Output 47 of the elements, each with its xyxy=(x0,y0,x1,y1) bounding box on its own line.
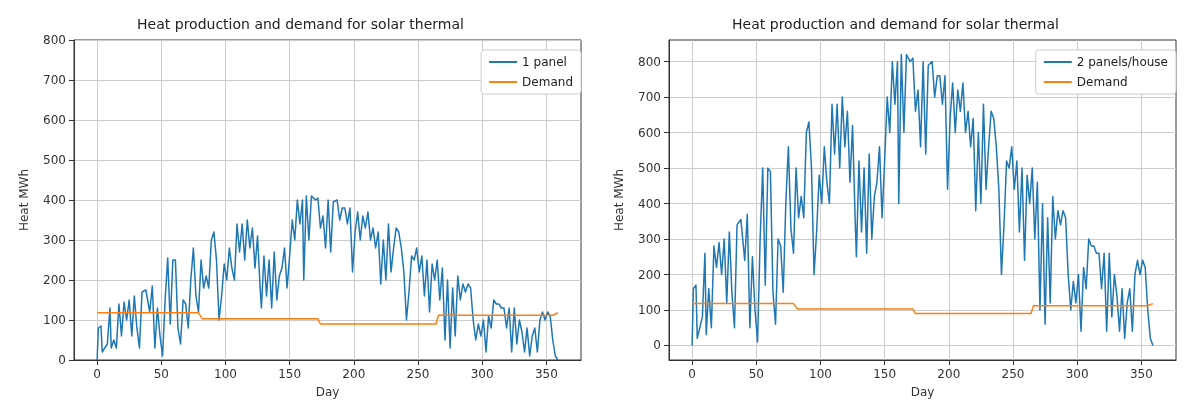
x-tick-label: 0 xyxy=(688,367,696,381)
y-tick-label: 300 xyxy=(43,233,66,247)
y-tick-label: 700 xyxy=(638,90,661,105)
y-tick-label: 700 xyxy=(43,73,66,87)
x-tick-label: 250 xyxy=(1001,367,1025,381)
x-tick-label: 150 xyxy=(278,367,302,381)
legend-label: 2 panels/house xyxy=(1076,55,1169,69)
y-tick-label: 400 xyxy=(43,193,66,207)
x-tick-label: 150 xyxy=(873,367,897,381)
chart-title: Heat production and demand for solar thermal xyxy=(732,16,1059,32)
x-tick-label: 300 xyxy=(470,367,494,381)
x-tick-label: 200 xyxy=(937,367,961,381)
x-tick-label: 50 xyxy=(748,367,764,381)
y-axis-title: Heat MWh xyxy=(17,168,31,232)
line-series xyxy=(96,195,559,361)
chart-title: Heat production and demand for solar thermal xyxy=(137,16,464,32)
x-tick-label: 100 xyxy=(214,367,237,381)
x-tick-label: 200 xyxy=(342,367,366,381)
legend-label: Demand xyxy=(1076,75,1128,89)
y-tick-label: 200 xyxy=(43,273,66,287)
y-tick-label: 300 xyxy=(638,232,661,247)
line-series xyxy=(96,312,559,325)
y-tick-label: 600 xyxy=(43,113,66,127)
y-tick-label: 200 xyxy=(638,267,661,282)
x-axis-title: Day xyxy=(910,385,935,399)
y-tick-label: 400 xyxy=(638,196,661,211)
x-tick-label: 100 xyxy=(809,367,832,381)
x-axis-title: Day xyxy=(315,385,340,399)
y-tick-label: 100 xyxy=(43,313,66,327)
x-tick-label: 350 xyxy=(534,367,558,381)
y-tick-label: 0 xyxy=(58,353,66,367)
y-tick-label: 800 xyxy=(43,33,66,47)
legend-label: Demand xyxy=(522,75,573,89)
y-tick-label: 500 xyxy=(43,153,66,167)
line-series xyxy=(691,302,1154,315)
x-tick-label: 250 xyxy=(406,367,430,381)
y-tick-label: 800 xyxy=(638,54,661,69)
x-tick-label: 350 xyxy=(1129,367,1153,381)
y-tick-label: 600 xyxy=(638,125,661,140)
y-tick-label: 500 xyxy=(638,161,661,176)
x-tick-label: 50 xyxy=(153,367,169,381)
x-tick-label: 0 xyxy=(93,367,101,381)
x-tick-label: 300 xyxy=(1065,367,1089,381)
y-tick-label: 0 xyxy=(653,338,661,353)
y-axis-title: Heat MWh xyxy=(612,168,626,232)
y-tick-label: 100 xyxy=(638,302,661,317)
legend-label: 1 panel xyxy=(522,55,567,69)
